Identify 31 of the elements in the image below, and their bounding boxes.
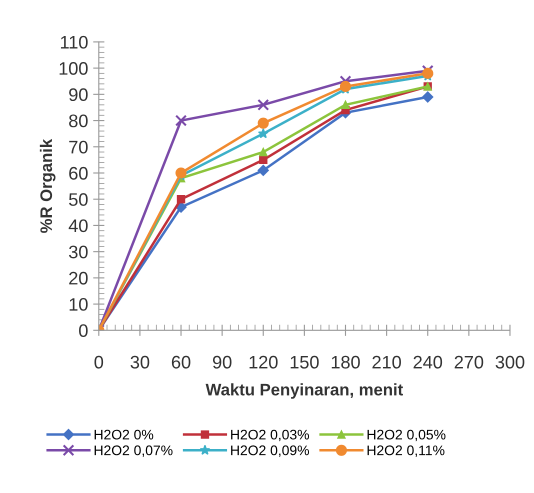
x-tick-label: 210 xyxy=(372,356,401,369)
legend-label: H2O2 0% xyxy=(94,430,154,440)
y-tick-label: 90 xyxy=(69,88,88,102)
y-tick-label: 0 xyxy=(79,324,88,338)
x-tick-label: 30 xyxy=(130,356,150,369)
legend-label: H2O2 0,05% xyxy=(368,430,446,442)
y-axis-title: %R Organik xyxy=(40,138,56,233)
x-tick-label: 180 xyxy=(332,356,360,369)
x-tick-label: 0 xyxy=(94,356,104,369)
x-tick-label: 120 xyxy=(250,356,278,369)
x-tick-label: 150 xyxy=(290,356,319,369)
y-tick-label: 50 xyxy=(69,193,88,206)
y-tick-label: 60 xyxy=(69,166,88,180)
y-tick-label: 100 xyxy=(60,62,88,75)
y-tick-label: 10 xyxy=(70,298,88,311)
legend-label: H2O2 0,11% xyxy=(368,445,444,457)
y-tick-label: 70 xyxy=(69,140,88,154)
y-tick-label: 30 xyxy=(68,246,88,258)
x-tick-label: 60 xyxy=(172,356,190,369)
x-tick-label: 240 xyxy=(414,356,442,369)
y-tick-label: 110 xyxy=(60,36,88,49)
y-tick-label: 20 xyxy=(69,272,88,285)
x-axis-title: Waktu Penyinaran, menit xyxy=(206,383,403,399)
y-tick-label: 80 xyxy=(69,114,88,128)
x-tick-label: 270 xyxy=(454,356,484,369)
x-tick-label: 300 xyxy=(496,356,524,369)
legend-label: H2O2 0,09% xyxy=(231,445,309,457)
legend-label: H2O2 0,07% xyxy=(94,445,173,457)
legend-label: H2O2 0,03% xyxy=(231,430,309,442)
y-tick-label: 40 xyxy=(68,219,88,232)
x-tick-label: 90 xyxy=(212,356,232,369)
